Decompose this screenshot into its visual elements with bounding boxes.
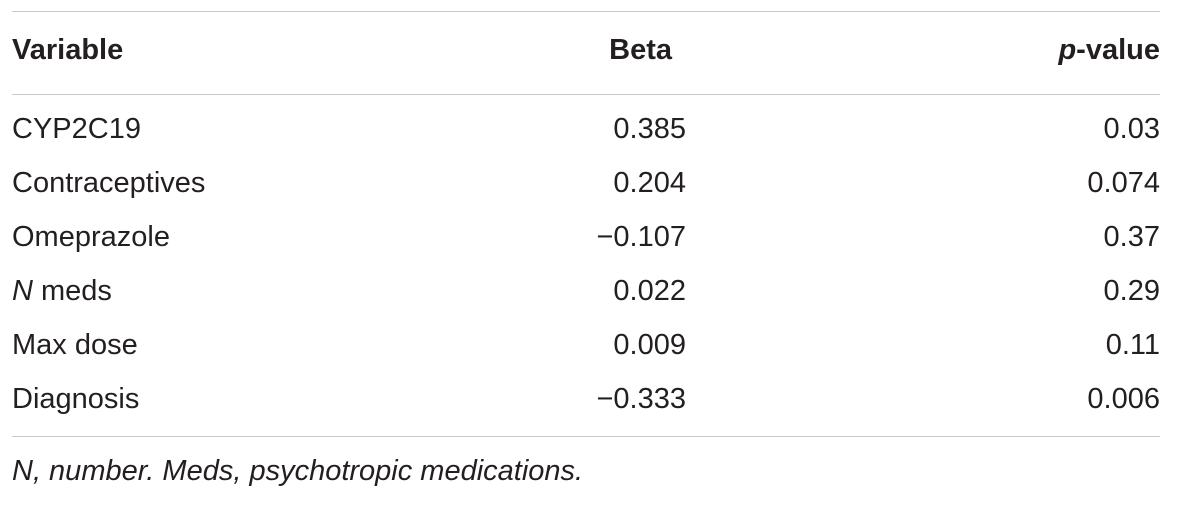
row-p-value: 0.03: [1103, 113, 1160, 145]
regression-table: Variable Beta p-value CYP2C19 0.385 0.03…: [12, 11, 1160, 437]
header-beta: Beta: [609, 34, 672, 66]
row-beta: 0.385: [613, 113, 686, 145]
row-variable-text: Max dose: [12, 329, 138, 361]
table-row: Max dose 0.009 0.11: [12, 319, 1160, 373]
row-p-value: 0.074: [1087, 167, 1160, 199]
header-rule: [12, 94, 1160, 95]
header-p-italic: p: [1058, 34, 1077, 66]
row-variable: Max dose: [12, 329, 138, 362]
row-p-value: 0.37: [1103, 221, 1160, 253]
row-beta: −0.107: [596, 221, 686, 253]
row-beta: 0.022: [613, 275, 686, 307]
row-variable-italic: N: [12, 275, 33, 307]
table-bottom-rule: [12, 436, 1160, 437]
table-row: Contraceptives 0.204 0.074: [12, 157, 1160, 211]
row-variable-text: Diagnosis: [12, 383, 140, 415]
table-footnote: N, number. Meds, psychotropic medication…: [12, 455, 584, 487]
row-p-value: 0.29: [1103, 275, 1160, 307]
table-row: N meds 0.022 0.29: [12, 265, 1160, 319]
row-variable-text: Contraceptives: [12, 167, 206, 199]
header-p-value: p-value: [1058, 34, 1160, 67]
row-beta: 0.009: [613, 329, 686, 361]
table-row: Omeprazole −0.107 0.37: [12, 211, 1160, 265]
row-variable: Omeprazole: [12, 221, 170, 254]
row-variable: Diagnosis: [12, 383, 139, 416]
row-beta: −0.333: [596, 383, 686, 415]
table-row: CYP2C19 0.385 0.03: [12, 103, 1160, 157]
header-variable: Variable: [12, 34, 124, 66]
table-top-rule: [12, 11, 1160, 12]
row-variable-text: Omeprazole: [12, 221, 170, 253]
table-row: Diagnosis −0.333 0.006: [12, 373, 1160, 427]
row-variable-text: CYP2C19: [12, 113, 141, 145]
row-beta: 0.204: [613, 167, 686, 199]
header-p-suffix: -value: [1076, 34, 1160, 66]
row-variable: CYP2C19: [12, 113, 141, 146]
row-variable: Contraceptives: [12, 167, 205, 200]
row-p-value: 0.006: [1087, 383, 1160, 415]
row-variable: N meds: [12, 275, 112, 308]
row-p-value: 0.11: [1105, 329, 1160, 361]
table-header-row: Variable Beta p-value: [12, 12, 1160, 94]
row-variable-text: meds: [32, 275, 112, 307]
